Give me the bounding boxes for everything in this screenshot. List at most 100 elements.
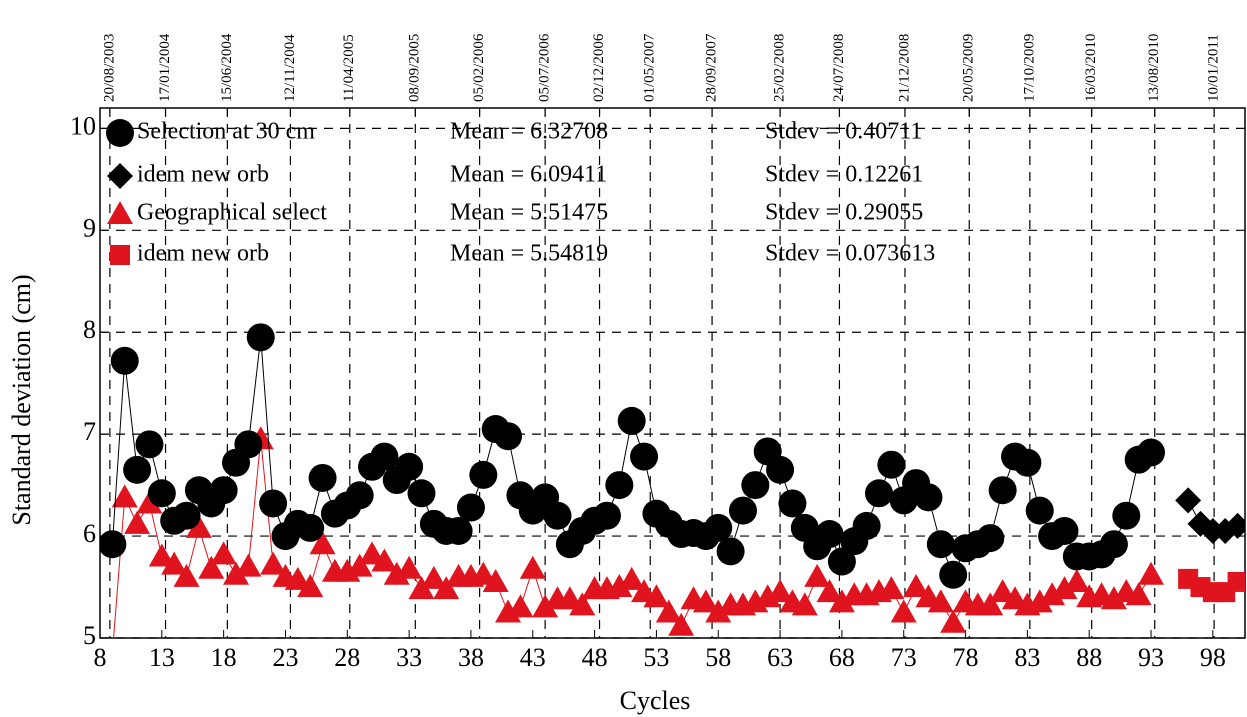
marker: [408, 576, 435, 600]
marker: [259, 489, 288, 518]
marker: [123, 455, 152, 484]
marker: [135, 430, 164, 459]
marker: [692, 589, 719, 613]
marker: [605, 471, 634, 500]
marker: [210, 541, 237, 565]
top-tick-label: 01/05/2007: [642, 33, 658, 102]
marker: [716, 537, 745, 566]
legend-marker: [107, 201, 133, 224]
marker: [345, 481, 374, 510]
x-axis-label: Cycles: [620, 686, 691, 715]
marker: [1051, 576, 1078, 600]
marker: [816, 579, 843, 603]
marker: [728, 496, 757, 525]
marker: [939, 560, 968, 589]
marker: [161, 551, 188, 575]
marker: [148, 543, 175, 567]
marker: [223, 561, 250, 585]
marker: [396, 555, 423, 579]
top-tick-label: 12/11/2004: [282, 34, 298, 102]
marker: [346, 553, 373, 577]
marker: [988, 476, 1017, 505]
legend-stat: Mean = 6.09411: [450, 162, 607, 188]
marker: [791, 592, 818, 616]
marker: [704, 513, 733, 542]
marker: [643, 584, 670, 608]
y-tick-label: 5: [83, 621, 96, 650]
marker: [456, 493, 485, 522]
marker: [878, 576, 905, 600]
top-tick-label: 02/12/2006: [591, 33, 607, 102]
top-tick-label: 11/04/2005: [341, 34, 357, 102]
y-tick-label: 10: [70, 111, 96, 140]
x-tick-label: 53: [643, 643, 669, 672]
marker: [1099, 530, 1128, 559]
legend-stat: Stdev = 0.29055: [765, 200, 923, 226]
y-tick-label: 9: [83, 213, 96, 242]
marker: [592, 501, 621, 530]
marker: [284, 566, 311, 590]
marker: [815, 520, 844, 549]
marker: [705, 599, 732, 623]
marker: [309, 531, 336, 555]
x-tick-label: 48: [582, 643, 608, 672]
marker: [407, 479, 436, 508]
marker: [828, 589, 855, 613]
marker: [1063, 568, 1090, 592]
plot-frame: [99, 107, 1246, 639]
marker: [927, 589, 954, 613]
marker: [1026, 589, 1053, 613]
marker: [630, 442, 659, 471]
x-tick-label: 13: [149, 643, 175, 672]
marker: [359, 541, 386, 565]
marker: [655, 599, 682, 623]
legend-marker: [110, 245, 130, 265]
x-tick-label: 23: [272, 643, 298, 672]
legend-marker: [106, 119, 134, 147]
marker: [124, 510, 151, 534]
top-tick-label: 16/03/2010: [1083, 34, 1099, 102]
marker: [890, 599, 917, 623]
legend-label: Geographical select: [137, 200, 327, 226]
y-tick-label: 8: [83, 315, 96, 344]
marker: [778, 489, 807, 518]
top-tick-label: 17/01/2004: [157, 33, 173, 102]
marker: [297, 574, 324, 598]
marker: [383, 561, 410, 585]
y-axis-label: Standard deviation (cm): [7, 274, 36, 525]
top-tick-label: 21/12/2008: [896, 34, 912, 102]
marker: [1175, 487, 1202, 514]
marker: [617, 406, 646, 435]
legend-stat: Mean = 5.54819: [450, 241, 608, 267]
top-tick-label: 20/08/2003: [101, 34, 117, 102]
marker: [1138, 561, 1165, 585]
marker: [618, 566, 645, 590]
x-tick-label: 58: [705, 643, 731, 672]
marker: [940, 609, 967, 633]
marker: [903, 574, 930, 598]
x-tick-label: 83: [1014, 643, 1040, 672]
legend-stat: Stdev = 0.40711: [765, 119, 922, 145]
marker: [209, 476, 238, 505]
marker: [1227, 571, 1245, 592]
marker: [1137, 438, 1166, 467]
marker: [296, 513, 325, 542]
x-tick-label: 98: [1200, 643, 1226, 672]
marker: [469, 460, 498, 489]
marker: [111, 484, 138, 508]
marker: [1224, 512, 1245, 539]
x-tick-label: 43: [520, 643, 546, 672]
top-tick-label: 13/08/2010: [1146, 34, 1162, 102]
marker: [989, 579, 1016, 603]
marker: [147, 479, 176, 508]
top-tick-label: 25/02/2008: [772, 34, 788, 102]
marker: [877, 450, 906, 479]
x-tick-label: 68: [829, 643, 855, 672]
marker: [532, 594, 559, 618]
marker: [420, 565, 447, 589]
marker: [976, 524, 1005, 553]
marker: [100, 530, 127, 559]
x-tick-label: 73: [891, 643, 917, 672]
x-tick-label: 28: [334, 643, 360, 672]
